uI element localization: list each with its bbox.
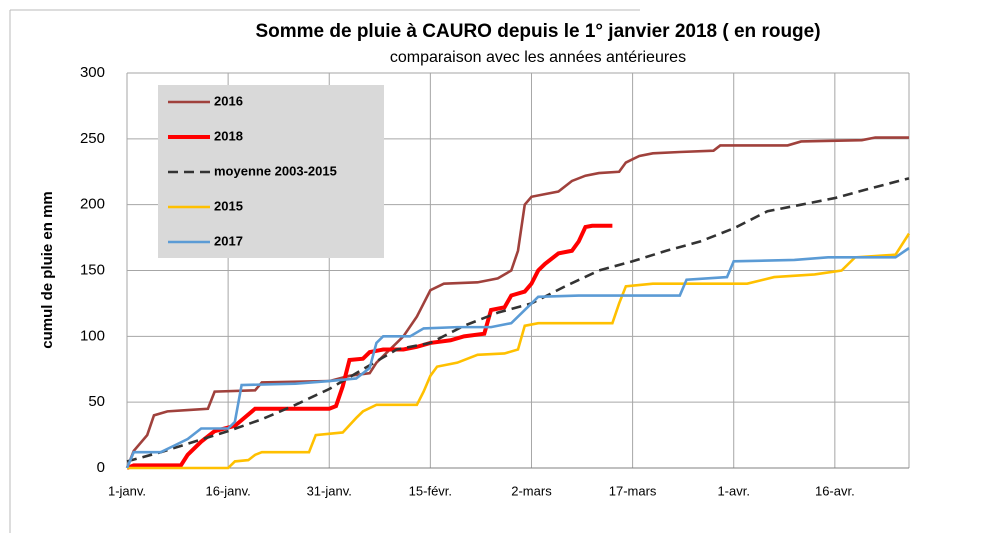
y-tick-label: 0 <box>97 459 105 476</box>
series-line <box>127 232 911 470</box>
x-tick-label: 1-avr. <box>717 483 750 498</box>
series-line <box>125 247 910 469</box>
legend-label: 2017 <box>214 233 243 248</box>
x-tick-label: 17-mars <box>609 483 657 498</box>
legend-label: 2015 <box>214 198 243 213</box>
y-tick-label: 200 <box>80 196 105 213</box>
chart-subtitle: comparaison avec les années antérieures <box>390 49 686 66</box>
x-tick-label: 31-janv. <box>307 483 352 498</box>
chart-title: Somme de pluie à CAURO depuis le 1° janv… <box>255 21 820 42</box>
y-tick-label: 300 <box>80 64 105 81</box>
y-axis-label: cumul de pluie en mm <box>39 191 56 349</box>
x-tick-label: 16-janv. <box>205 483 250 498</box>
series-line <box>126 177 910 463</box>
y-tick-label: 100 <box>80 327 105 344</box>
legend-label: 2016 <box>214 93 243 108</box>
legend-label: moyenne 2003-2015 <box>214 163 337 178</box>
x-tick-label: 1-janv. <box>108 483 146 498</box>
y-tick-label: 150 <box>80 261 105 278</box>
legend-box <box>158 85 384 258</box>
x-tick-label: 2-mars <box>511 483 552 498</box>
legend-label: 2018 <box>214 128 243 143</box>
x-tick-label: 16-avr. <box>815 483 855 498</box>
x-tick-label: 15-févr. <box>409 483 452 498</box>
y-tick-label: 250 <box>80 130 105 147</box>
series-line <box>125 136 909 469</box>
legend: 2016 2018 moyenne 2003-2015 2015 2017 <box>158 85 384 258</box>
series-line <box>126 223 613 470</box>
y-tick-label: 50 <box>88 393 105 410</box>
